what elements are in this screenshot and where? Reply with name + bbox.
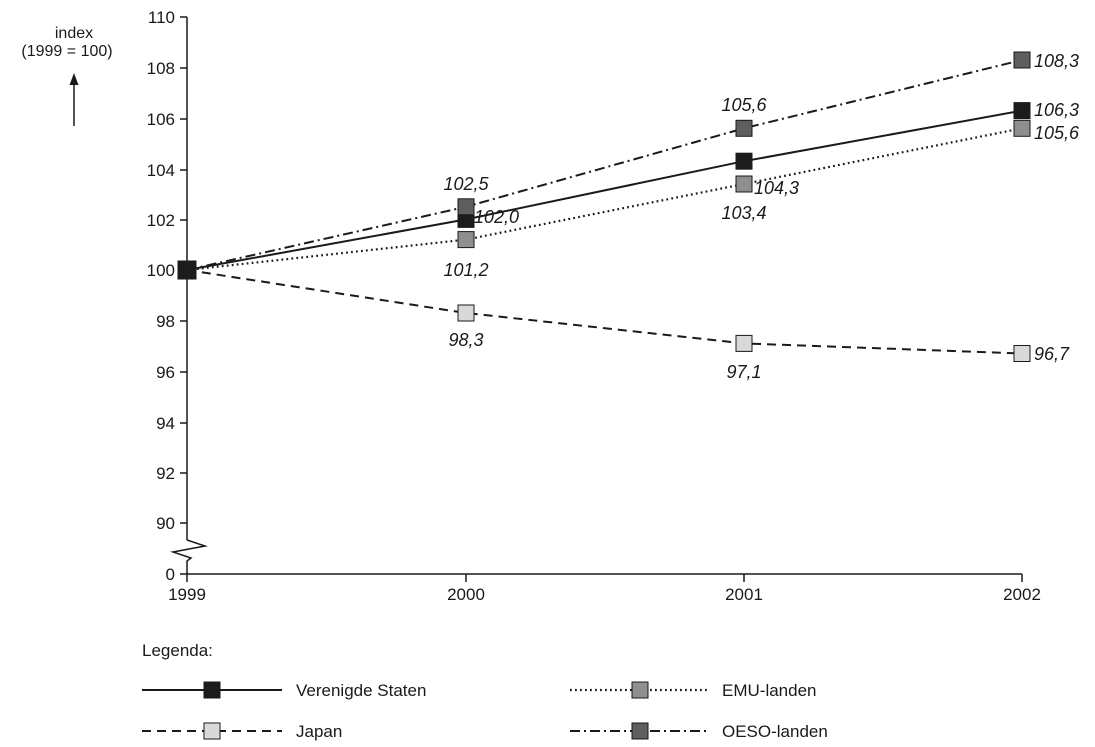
y-tick-label: 106: [147, 110, 175, 129]
y-axis-label-line1: index: [55, 25, 93, 42]
data-label-japan-2000: 98,3: [448, 330, 483, 350]
data-label-emu-landen-2001: 103,4: [721, 203, 766, 223]
legend: Legenda: Verenigde Staten Japan EMU-land…: [142, 641, 828, 741]
x-tick-label: 1999: [168, 585, 206, 604]
data-label-oeso-landen-2001: 105,6: [721, 95, 767, 115]
y-tick-label: 0: [166, 565, 175, 584]
data-label-japan-2002: 96,7: [1034, 344, 1070, 364]
data-label-japan-2001: 97,1: [726, 362, 761, 382]
legend-marker-oeso-landen: [631, 722, 649, 740]
legend-item-verenigde-staten: Verenigde Staten: [142, 681, 426, 700]
y-tick-label: 104: [147, 161, 175, 180]
x-tick-label: 2002: [1003, 585, 1041, 604]
marker-verenigde-staten-2002: [1013, 102, 1031, 120]
data-label-oeso-landen-2002: 108,3: [1034, 51, 1079, 71]
y-tick-label: 92: [156, 464, 175, 483]
marker-verenigde-staten-2001: [735, 152, 753, 170]
legend-label-verenigde-staten: Verenigde Staten: [296, 681, 426, 700]
legend-label-japan: Japan: [296, 722, 342, 741]
marker-japan-2001: [735, 334, 753, 352]
y-tick-label: 94: [156, 414, 175, 433]
y-tick-label: 102: [147, 211, 175, 230]
y-tick-label: 110: [148, 8, 175, 27]
legend-label-oeso-landen: OESO-landen: [722, 722, 828, 741]
data-label-emu-landen-2000: 101,2: [443, 260, 488, 280]
axes: [170, 17, 1022, 575]
series-line-emu-landen: [186, 127, 1023, 272]
legend-item-japan: Japan: [142, 722, 342, 741]
legend-item-oeso-landen: OESO-landen: [570, 722, 828, 741]
y-tick-label: 90: [156, 514, 175, 533]
marker-oeso-landen-2002: [1013, 51, 1031, 69]
series-lines: [186, 59, 1023, 355]
x-tick-label: 2000: [447, 585, 485, 604]
y-tick-label: 96: [156, 363, 175, 382]
legend-marker-emu-landen: [631, 681, 649, 699]
marker-oeso-landen-2001: [735, 119, 753, 137]
series-line-japan: [186, 269, 1023, 355]
marker-japan-2002: [1013, 345, 1031, 362]
legend-marker-verenigde-staten: [203, 681, 221, 699]
marker-emu-landen-2002: [1013, 119, 1031, 137]
series-markers: [177, 51, 1031, 362]
x-tick-label: 2001: [725, 585, 763, 604]
legend-item-emu-landen: EMU-landen: [570, 681, 817, 700]
marker-emu-landen-2000: [457, 231, 475, 249]
data-label-verenigde-staten-2000: 102,0: [474, 207, 519, 227]
x-ticks: 1999 2000 2001 2002: [168, 574, 1041, 604]
legend-marker-japan: [203, 722, 221, 740]
data-label-oeso-landen-2000: 102,5: [443, 174, 489, 194]
y-tick-label: 98: [156, 312, 175, 331]
legend-label-emu-landen: EMU-landen: [722, 681, 817, 700]
up-arrow-icon: [69, 73, 79, 126]
y-tick-label: 108: [147, 59, 175, 78]
marker-origin-1999: [177, 260, 197, 280]
marker-oeso-landen-2000: [457, 198, 475, 216]
series-line-verenigde-staten: [186, 109, 1023, 271]
data-label-emu-landen-2002: 105,6: [1034, 123, 1080, 143]
data-label-verenigde-staten-2001: 104,3: [754, 178, 799, 198]
marker-emu-landen-2001: [735, 175, 753, 193]
y-axis-label-line2: (1999 = 100): [21, 43, 112, 60]
y-tick-label: 100: [147, 261, 175, 280]
y-ticks: 110 108 106 104 102 100 98 96 94 92 90 0: [147, 8, 187, 584]
data-labels: 102,0 104,3 106,3 101,2 103,4 105,6 98,3…: [443, 51, 1080, 382]
series-line-oeso-landen: [186, 59, 1023, 271]
marker-japan-2000: [457, 304, 475, 322]
y-axis-break: [170, 539, 208, 574]
legend-title: Legenda:: [142, 641, 213, 660]
data-label-verenigde-staten-2002: 106,3: [1034, 100, 1079, 120]
